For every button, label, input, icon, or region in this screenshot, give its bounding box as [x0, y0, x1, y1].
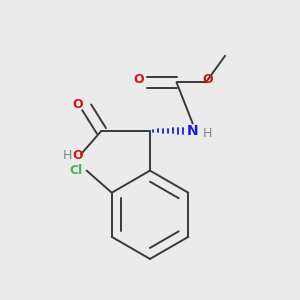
Text: Cl: Cl	[70, 164, 83, 177]
Text: O: O	[73, 149, 83, 162]
Text: N: N	[187, 124, 199, 138]
Text: O: O	[133, 74, 143, 86]
Text: O: O	[202, 73, 213, 86]
Text: H: H	[203, 127, 212, 140]
Text: O: O	[73, 98, 83, 111]
Text: H: H	[63, 149, 73, 162]
